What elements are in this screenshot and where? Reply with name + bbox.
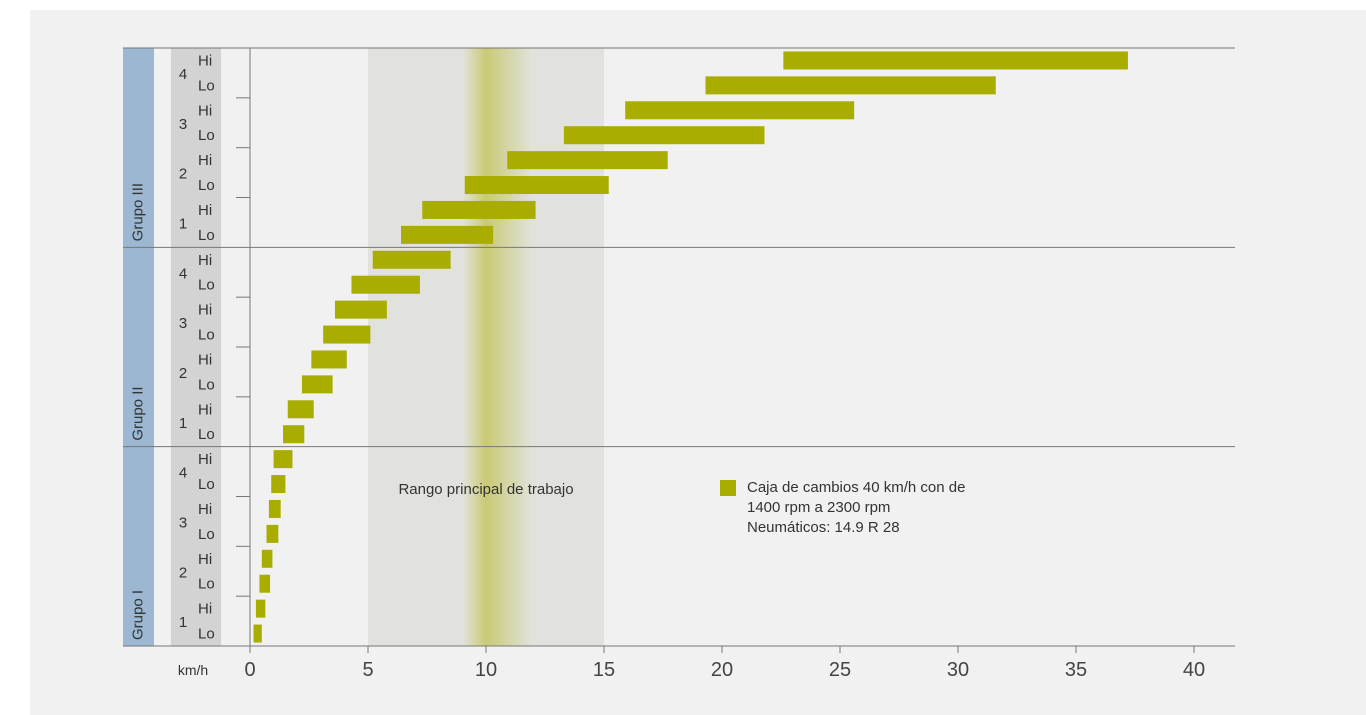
chart-panel: Rango principal de trabajo Grupo III 4 Hi Lo… [30,10,1366,715]
speed-bar [311,350,347,369]
x-tick-label: 20 [711,659,733,681]
gear-number-label: 1 [179,215,187,232]
range-label: Hi [198,451,212,468]
speed-bar [783,51,1128,70]
working-range-band [368,48,604,646]
speed-bar [273,450,293,469]
range-label: Hi [198,52,212,69]
speed-bar [625,101,855,120]
range-label: Lo [198,576,215,593]
gear-number-label: 2 [179,365,187,382]
range-label: Lo [198,526,215,543]
x-tick-label: 10 [475,659,497,681]
group-label: Grupo II [130,386,147,440]
gear-number-label: 4 [179,265,187,282]
range-label: Lo [198,327,215,344]
x-axis-label: km/h [178,662,208,678]
range-label: Hi [198,351,212,368]
range-label: Hi [198,302,212,319]
working-range-label: Rango principal de trabajo [398,481,573,498]
x-tick-label: 15 [593,659,615,681]
group-label: Grupo I [130,590,147,640]
group-strip [123,48,154,248]
gear-strip [171,48,221,248]
speed-bar [705,76,996,95]
range-label: Lo [198,77,215,94]
speed-bar [253,624,262,643]
speed-bar [464,176,609,195]
range-label: Hi [198,401,212,418]
gear-strip [171,446,221,646]
range-label: Hi [198,252,212,269]
x-tick-label: 0 [244,659,255,681]
gear-number-label: 4 [179,465,187,482]
x-tick-label: 35 [1065,659,1087,681]
speed-bar [422,200,536,219]
gear-number-label: 4 [179,66,187,83]
speed-bar [323,325,371,344]
range-label: Lo [198,376,215,393]
speed-bar [287,400,314,419]
range-label: Lo [198,426,215,443]
legend-line: Caja de cambios 40 km/h con de [747,479,966,496]
legend-line: 1400 rpm a 2300 rpm [747,499,891,516]
group-strip [123,446,154,646]
range-label: Hi [198,202,212,219]
speed-bar [563,126,765,145]
range-label: Hi [198,601,212,618]
speed-bar [283,425,305,444]
range-label: Lo [198,277,215,294]
legend-line: Neumáticos: 14.9 R 28 [747,519,900,536]
range-label: Lo [198,626,215,643]
speed-bar [271,475,286,494]
speed-bar [255,599,266,618]
group-strip [123,247,154,447]
x-tick-label: 25 [829,659,851,681]
x-tick-label: 30 [947,659,969,681]
legend: Caja de cambios 40 km/h con de 1400 rpm … [720,478,1050,538]
speed-bar [507,151,668,170]
gear-number-label: 3 [179,315,187,332]
speed-bar [268,499,281,518]
speed-bar [372,250,451,269]
gear-speed-chart: Rango principal de trabajo Grupo III 4 Hi Lo… [123,47,1235,681]
speed-bar [351,275,420,294]
range-label: Lo [198,227,215,244]
range-label: Hi [198,152,212,169]
x-tick-label: 5 [362,659,373,681]
group-label: Grupo III [130,183,147,241]
speed-bar [266,524,279,543]
gear-number-label: 2 [179,564,187,581]
range-label: Hi [198,551,212,568]
range-label: Lo [198,177,215,194]
range-label: Hi [198,501,212,518]
gear-number-label: 3 [179,116,187,133]
speed-bar [334,300,387,319]
range-label: Lo [198,476,215,493]
speed-bar [301,375,333,394]
speed-bar [259,574,271,593]
speed-bar [261,549,273,568]
gear-strip [171,247,221,447]
gear-number-label: 1 [179,614,187,631]
speed-bar [401,225,494,244]
range-label: Hi [198,102,212,119]
gear-number-label: 1 [179,415,187,432]
gear-number-label: 3 [179,514,187,531]
legend-swatch [720,480,736,496]
range-label: Lo [198,127,215,144]
gear-number-label: 2 [179,166,187,183]
x-tick-label: 40 [1183,659,1205,681]
